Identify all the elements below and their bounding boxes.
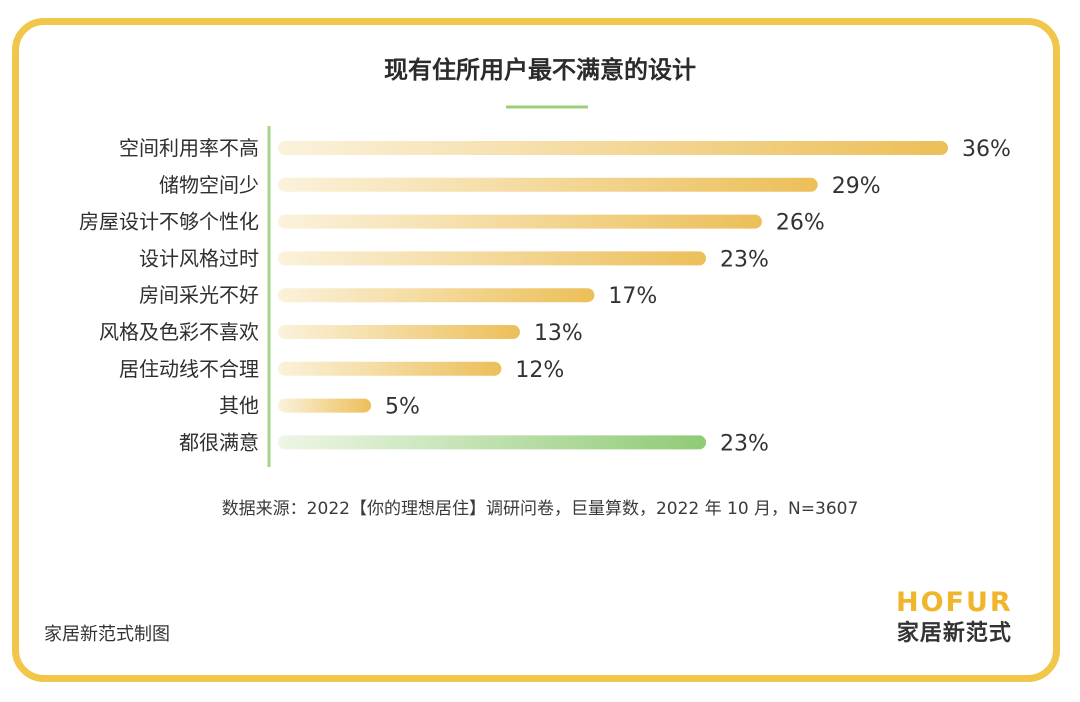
category-label: 储物空间少: [159, 173, 259, 197]
bar: [278, 398, 372, 413]
logo-english: HOFUR: [896, 587, 1013, 618]
bar: [278, 361, 502, 376]
brand-logo: HOFUR 家居新范式: [896, 588, 1013, 650]
value-label: 29%: [832, 174, 881, 199]
value-label: 5%: [385, 395, 420, 420]
category-label: 设计风格过时: [139, 246, 259, 270]
card-frame: [12, 18, 1060, 682]
category-label: 空间利用率不高: [119, 136, 259, 160]
chart-credit: 家居新范式制图: [44, 624, 170, 645]
value-label: 36%: [962, 137, 1011, 162]
bar: [278, 251, 707, 266]
bars-group: 空间利用率不高 36% 储物空间少 29% 房屋设计不够个性化 26% 设计风格过时 23% 房…: [79, 136, 1011, 456]
source-note: 数据来源：2022【你的理想居住】调研问卷，巨量算数，2022 年 10 月，N…: [221, 499, 859, 519]
value-label: 26%: [776, 211, 825, 236]
bar: [278, 177, 818, 192]
bar: [278, 214, 762, 229]
chart-title: 现有住所用户最不满意的设计: [384, 56, 696, 84]
logo-chinese: 家居新范式: [896, 621, 1012, 646]
value-label: 23%: [720, 431, 769, 456]
bar: [278, 288, 595, 303]
value-label: 13%: [534, 321, 583, 346]
bar: [278, 325, 520, 339]
value-label: 17%: [608, 284, 657, 309]
category-label: 风格及色彩不喜欢: [99, 320, 259, 344]
value-label: 12%: [515, 358, 564, 383]
category-label: 都很满意: [179, 430, 259, 454]
value-label: 23%: [720, 247, 769, 272]
bar: [278, 141, 948, 155]
category-label: 房屋设计不够个性化: [79, 210, 259, 234]
category-label: 其他: [219, 394, 259, 418]
category-label: 房间采光不好: [139, 283, 259, 307]
category-label: 居住动线不合理: [119, 357, 259, 381]
bar-highlight: [278, 435, 707, 450]
